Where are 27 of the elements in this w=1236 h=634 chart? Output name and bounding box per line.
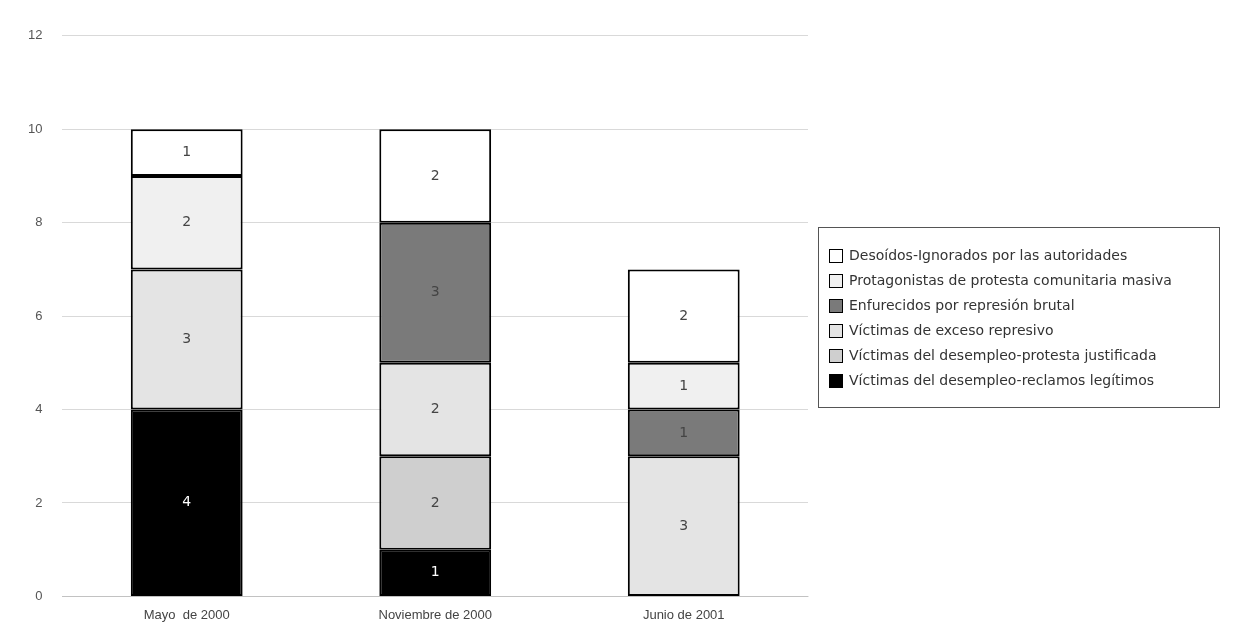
x-tick-label: Noviembre de 2000: [378, 606, 492, 622]
data-label: 1: [679, 376, 689, 393]
x-tick-label: Junio de 2001: [642, 606, 725, 622]
y-tick-label: 8: [35, 214, 43, 230]
data-label: 3: [679, 516, 689, 533]
legend-label: Víctimas del desempleo-reclamos legítimos: [849, 371, 1154, 388]
legend-label: Protagonistas de protesta comunitaria masiva: [849, 271, 1172, 288]
y-tick-label: 2: [35, 494, 43, 510]
legend-label: Desoídos-Ignorados por las autoridades: [849, 246, 1128, 263]
data-label: 2: [430, 166, 440, 183]
data-label: 2: [430, 400, 440, 417]
legend-label: Enfurecidos por represión brutal: [849, 296, 1075, 313]
data-label: 3: [182, 330, 192, 347]
y-tick-label: 0: [35, 587, 43, 603]
y-tick-label: 6: [35, 307, 43, 323]
data-label: 1: [430, 563, 440, 580]
legend-label: Víctimas del desempleo-protesta justificada: [849, 346, 1157, 363]
legend-label: Víctimas de exceso represivo: [849, 321, 1054, 338]
data-label: 2: [182, 213, 192, 230]
data-label: 2: [679, 306, 689, 323]
data-label: 1: [182, 143, 192, 160]
y-tick-label: 10: [27, 120, 43, 136]
y-tick-label: 12: [27, 27, 43, 43]
data-label: 2: [430, 493, 440, 510]
data-label: 4: [182, 493, 192, 510]
y-tick-label: 4: [35, 401, 43, 417]
x-tick-label: Mayo de 2000: [143, 606, 230, 622]
